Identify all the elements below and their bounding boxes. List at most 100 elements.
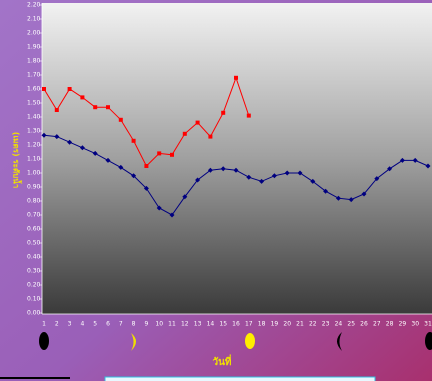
marker	[182, 194, 188, 200]
marker	[67, 139, 73, 145]
y-tick-label: 1.60	[27, 86, 41, 93]
x-tick-label: 23	[322, 321, 330, 328]
marker	[323, 188, 329, 194]
x-tick-label: 14	[207, 321, 215, 328]
x-tick-label: 8	[132, 321, 136, 328]
marker	[207, 167, 213, 173]
marker	[157, 151, 162, 156]
marker	[131, 173, 137, 179]
x-tick-label: 3	[68, 321, 72, 328]
marker	[67, 87, 72, 91]
marker	[221, 110, 226, 115]
y-tick-label: 0.10	[27, 296, 41, 303]
y-tick-label: 2.10	[27, 16, 41, 23]
marker	[234, 75, 238, 80]
marker	[156, 205, 162, 211]
x-tick-label: 28	[386, 321, 394, 328]
x-tick-label: 13	[194, 321, 202, 328]
marker	[54, 108, 59, 112]
marker	[284, 170, 290, 176]
marker	[54, 134, 60, 140]
y-tick-label: 0.40	[27, 254, 41, 261]
x-tick-label: 25	[347, 321, 355, 328]
full-moon	[245, 333, 255, 349]
y-tick-label: 2.00	[27, 30, 41, 37]
marker	[106, 105, 110, 110]
x-tick-label: 16	[232, 321, 240, 328]
marker	[374, 176, 380, 182]
y-tick-label: 1.20	[27, 142, 41, 149]
x-tick-label: 11	[168, 321, 176, 328]
marker	[118, 164, 124, 170]
marker	[80, 95, 85, 100]
x-tick-label: 6	[106, 321, 110, 328]
y-tick-label: 1.10	[27, 156, 41, 163]
x-tick-label: 20	[283, 321, 291, 328]
y-tick-label: 0.30	[27, 268, 41, 275]
marker	[42, 87, 46, 91]
x-tick-label: 1	[42, 321, 46, 328]
last-quarter	[337, 332, 342, 351]
marker	[412, 157, 418, 163]
y-tick-label: 0.90	[27, 184, 41, 191]
x-tick-label: 4	[80, 321, 84, 328]
marker	[195, 120, 200, 125]
x-tick-label: 19	[271, 321, 279, 328]
marker	[310, 178, 316, 184]
y-tick-label: 0.80	[27, 198, 41, 205]
decoration	[104, 376, 376, 381]
x-tick-label: 21	[296, 321, 304, 328]
marker	[348, 197, 354, 203]
y-tick-label: 0.00	[27, 310, 41, 317]
x-tick-label: 5	[93, 321, 97, 328]
marker	[335, 195, 341, 201]
marker	[170, 152, 174, 157]
marker	[297, 170, 303, 176]
marker	[79, 145, 85, 151]
x-tick-label: 31	[424, 321, 432, 328]
y-tick-label: 2.20	[27, 2, 41, 9]
y-tick-label: 1.70	[27, 72, 41, 79]
marker	[143, 185, 149, 191]
marker	[144, 164, 149, 168]
y-tick-label: 0.60	[27, 226, 41, 233]
marker	[246, 113, 251, 118]
x-tick-label: 30	[411, 321, 419, 328]
x-tick-label: 17	[245, 321, 253, 328]
x-tick-label: 15	[219, 321, 227, 328]
marker	[105, 157, 111, 163]
y-tick-label: 0.70	[27, 212, 41, 219]
marker	[195, 177, 201, 183]
x-tick-label: 10	[155, 321, 163, 328]
x-axis-label: วันที่	[212, 354, 231, 368]
y-tick-label: 1.00	[27, 170, 41, 177]
marker	[399, 157, 405, 163]
new-moon	[425, 332, 432, 350]
marker	[246, 174, 252, 180]
x-tick-label: 27	[373, 321, 381, 328]
x-tick-label: 29	[399, 321, 407, 328]
plot-area	[42, 3, 432, 314]
x-tick-label: 12	[181, 321, 189, 328]
x-tick-label: 24	[335, 321, 343, 328]
marker	[271, 173, 277, 179]
marker	[220, 166, 226, 172]
marker	[41, 132, 47, 138]
marker	[131, 138, 136, 143]
x-tick-label: 2	[55, 321, 59, 328]
y-tick-label: 0.50	[27, 240, 41, 247]
y-tick-label: 1.50	[27, 100, 41, 107]
y-tick-label: 0.20	[27, 282, 41, 289]
marker	[259, 178, 265, 184]
y-tick-label: 1.40	[27, 114, 41, 121]
first-quarter	[131, 333, 136, 351]
x-tick-label: 18	[258, 321, 266, 328]
x-tick-label: 26	[360, 321, 368, 328]
marker	[169, 212, 175, 218]
new-moon	[39, 332, 49, 350]
marker	[93, 105, 98, 110]
marker	[387, 166, 393, 172]
marker	[233, 167, 239, 173]
y-tick-label: 1.80	[27, 58, 41, 65]
